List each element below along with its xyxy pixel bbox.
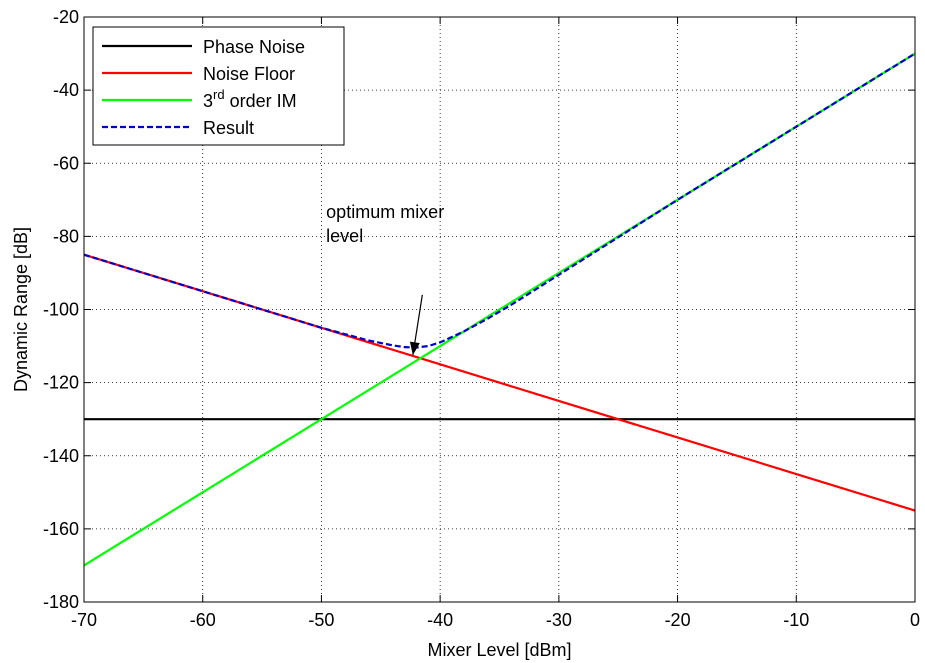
legend-label-result: Result	[203, 118, 254, 138]
axis-ticks: -70 -60 -50 -40 -30 -20 -10 0-180-160-140-120-1…	[43, 7, 920, 630]
legend-label-phase-noise: Phase Noise	[203, 37, 305, 57]
series-line-result	[83, 52, 916, 349]
annotation-text: optimum mixer	[326, 202, 444, 222]
grid	[84, 17, 915, 602]
x-tick-label: -50	[308, 610, 334, 630]
y-tick-label: -100	[43, 300, 79, 320]
series-line-3rd-order-im	[83, 52, 916, 567]
x-tick-label: -10	[783, 610, 809, 630]
x-tick-label: -40	[427, 610, 453, 630]
y-tick-label: -120	[43, 373, 79, 393]
annotation-text: level	[326, 226, 363, 246]
legend-label-noise-floor: Noise Floor	[203, 64, 295, 84]
y-axis-label: Dynamic Range [dB]	[11, 227, 31, 392]
legend-label-3rd-order-im: 3rd order IM	[203, 87, 297, 111]
annotation: optimum mixer level	[326, 202, 444, 356]
y-tick-label: -60	[53, 153, 79, 173]
y-tick-label: -80	[53, 226, 79, 246]
legend: Phase Noise Noise Floor 3rd order IM Result	[92, 26, 345, 146]
y-tick-label: -140	[43, 446, 79, 466]
plot-series	[83, 52, 916, 567]
x-tick-label: -70	[71, 610, 97, 630]
x-tick-label: 0	[910, 610, 920, 630]
x-tick-label: -30	[546, 610, 572, 630]
y-tick-label: -40	[53, 80, 79, 100]
x-tick-label: -20	[665, 610, 691, 630]
y-tick-label: -20	[53, 7, 79, 27]
x-tick-label: -60	[190, 610, 216, 630]
x-axis-label: Mixer Level [dBm]	[427, 640, 571, 660]
y-tick-label: -160	[43, 519, 79, 539]
y-tick-label: -180	[43, 592, 79, 612]
annotation-arrowhead	[409, 341, 420, 356]
